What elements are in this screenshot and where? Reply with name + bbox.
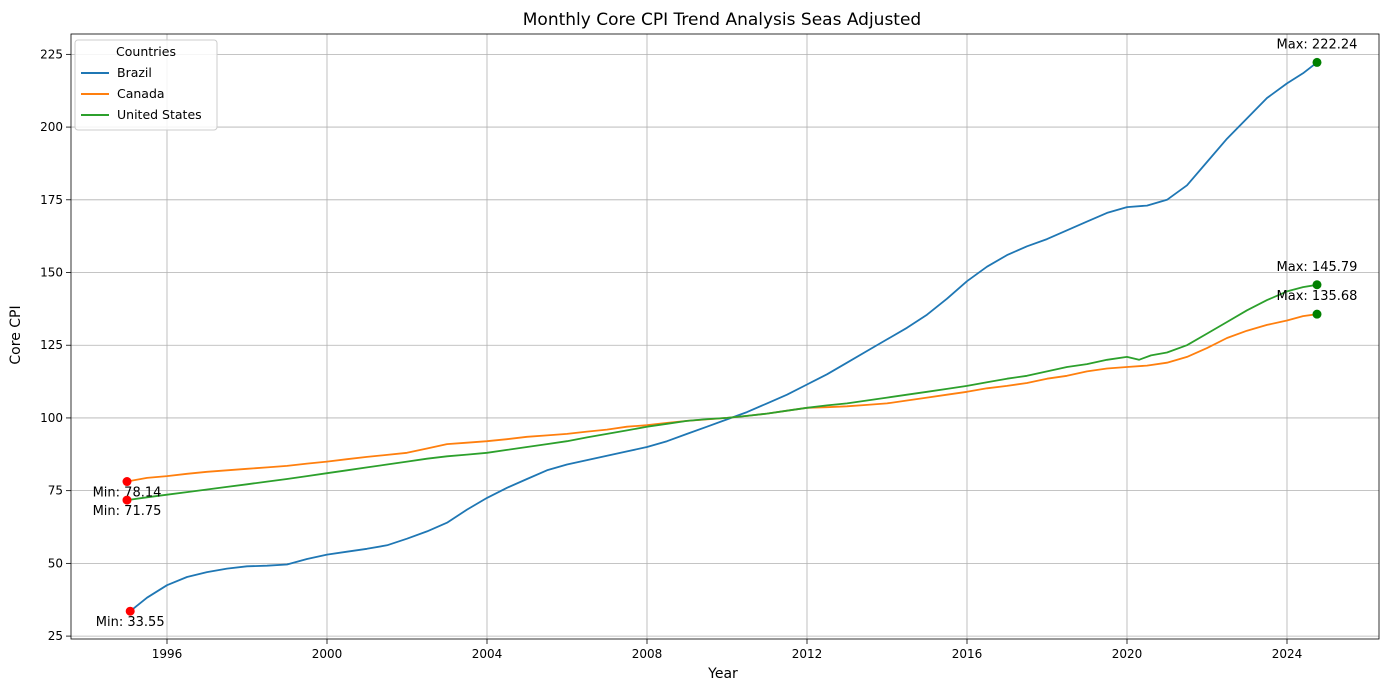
min-label-united-states: Min: 71.75 <box>93 504 162 519</box>
series-line-canada <box>126 313 1318 483</box>
y-tick-label: 175 <box>40 193 63 207</box>
y-tick-label: 225 <box>40 47 63 61</box>
y-tick-label: 75 <box>48 484 63 498</box>
series-line-united-states <box>126 283 1318 501</box>
max-label-canada: Max: 135.68 <box>1277 289 1358 304</box>
max-label-united-states: Max: 145.79 <box>1277 260 1358 275</box>
max-marker-brazil <box>1312 57 1322 67</box>
chart-title: Monthly Core CPI Trend Analysis Seas Adj… <box>523 10 921 30</box>
series-lines <box>126 61 1318 612</box>
axes: 1996 2000 2004 2008 2012 2016 2020 2024 25 50 75 10… <box>40 33 1380 661</box>
min-marker-canada <box>122 477 132 487</box>
y-tick-label: 25 <box>48 629 63 643</box>
min-label-brazil: Min: 33.55 <box>96 615 165 630</box>
x-axis-label: Year <box>707 666 738 682</box>
y-tick-label: 200 <box>40 120 63 134</box>
max-marker-united-states <box>1312 280 1322 290</box>
x-tick-label: 2012 <box>792 647 823 661</box>
x-tick-label: 2020 <box>1112 647 1143 661</box>
x-tick-label: 2000 <box>312 647 343 661</box>
x-tick-label: 2016 <box>952 647 983 661</box>
y-tick-label: 100 <box>40 411 63 425</box>
y-tick-label: 125 <box>40 338 63 352</box>
y-tick-label: 150 <box>40 266 63 280</box>
legend-label-canada: Canada <box>117 86 165 101</box>
min-marker-united-states <box>122 495 132 505</box>
legend: Countries Brazil Canada United States <box>74 39 218 131</box>
max-marker-canada <box>1312 309 1322 319</box>
x-tick-label: 2024 <box>1272 647 1303 661</box>
min-label-canada: Min: 78.14 <box>93 486 162 501</box>
legend-label-united-states: United States <box>117 107 202 122</box>
series-line-brazil <box>129 61 1318 612</box>
x-tick-label: 2008 <box>632 647 663 661</box>
min-marker-brazil <box>125 606 135 616</box>
legend-title: Countries <box>116 44 176 59</box>
legend-label-brazil: Brazil <box>117 65 152 80</box>
y-tick-label: 50 <box>48 556 63 570</box>
x-tick-label: 2004 <box>472 647 503 661</box>
x-tick-label: 1996 <box>152 647 183 661</box>
y-axis-label: Core CPI <box>8 305 24 364</box>
legend-box <box>74 39 218 131</box>
plot-frame <box>70 33 1380 640</box>
max-label-brazil: Max: 222.24 <box>1277 37 1358 52</box>
gridlines <box>71 34 1379 639</box>
min-max-markers: Min: 33.55 Max: 222.24 Min: 78.14 Max: 135.… <box>93 37 1358 630</box>
